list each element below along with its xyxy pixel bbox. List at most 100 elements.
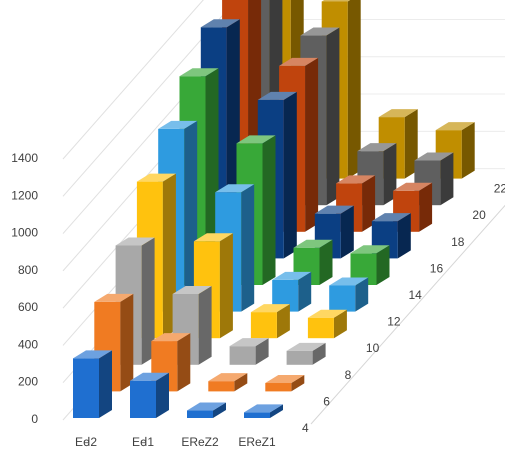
bar-top (393, 182, 433, 191)
bar-EReZ1-10 (307, 309, 347, 339)
bar-top (73, 350, 112, 359)
bar-side (376, 245, 390, 285)
gridline-1200 (62, 0, 237, 197)
bar-top (250, 304, 290, 313)
bar-top (272, 271, 312, 280)
y-tick-label-200: 200 (18, 375, 38, 389)
bar-EReZ2-6 (208, 373, 248, 392)
bar-EReZ2-4 (187, 402, 226, 418)
bar-top (286, 342, 326, 351)
depth-tick-label-14: 14 (409, 288, 423, 302)
bar-side (440, 152, 454, 206)
bar-side (383, 143, 397, 206)
bar-side (255, 338, 269, 365)
bar-EReZ2-10 (250, 304, 290, 339)
bars (73, 0, 475, 418)
bar-front (130, 380, 156, 418)
bar-side (283, 91, 297, 259)
x-tick-label-1: Eꟈ1 (132, 435, 154, 449)
bar-side (156, 372, 169, 418)
bar-EReZ2-16 (314, 205, 354, 259)
bar-front (244, 412, 270, 418)
bar-side (262, 135, 276, 285)
y-tick-label-800: 800 (18, 263, 38, 277)
bar-side (305, 57, 319, 232)
depth-tick-label-8: 8 (345, 368, 352, 382)
gridline-1400 (62, 0, 204, 160)
bar-front (73, 358, 99, 418)
bar-top (336, 175, 376, 184)
bar-side (99, 350, 112, 418)
bar-side (120, 293, 134, 392)
bar-front (229, 346, 256, 365)
depth-tick-label-12: 12 (387, 315, 401, 329)
bar-side (276, 304, 290, 339)
bar-top (300, 27, 340, 36)
y-tick-label-1200: 1200 (11, 188, 38, 202)
bar-top (208, 373, 248, 382)
bar-top (172, 285, 212, 294)
bar-front (286, 350, 313, 365)
bar-front (307, 317, 334, 339)
bar-side (270, 404, 283, 418)
bar-side (234, 373, 248, 392)
bar-EReZ1-12 (329, 277, 369, 312)
x-tick-label-0: Eꟈ2 (75, 435, 97, 449)
bar-EReZ1-6 (265, 375, 305, 392)
bar-top (371, 213, 411, 222)
y-tick-label-0: 0 (31, 412, 38, 426)
x-axis: Eꟈ2 Eꟈ1 EReZ2 EReZ1 (75, 435, 276, 449)
bar-side (340, 205, 354, 259)
bar-top (151, 333, 191, 342)
bar-side (362, 175, 376, 232)
bar-top (229, 338, 269, 347)
depth-tick-label-16: 16 (430, 261, 444, 275)
bar-top (236, 135, 276, 144)
bar-top (378, 109, 418, 118)
bar-EReZ1-4 (244, 404, 283, 418)
depth-axis: 46 8 10 12 14 16 18 20 22 (302, 182, 505, 435)
bar-top (293, 239, 333, 248)
bar-top (314, 205, 354, 214)
bar-side (177, 333, 191, 392)
depth-tick-label-22: 22 (494, 182, 505, 196)
bar-side (312, 342, 326, 365)
depth-tick-label-18: 18 (451, 235, 465, 249)
y-tick-label-600: 600 (18, 300, 38, 314)
bar-front (265, 383, 292, 392)
bar-top (329, 277, 369, 286)
bar-side (241, 184, 255, 312)
bar-side (213, 402, 226, 418)
bar-side (419, 182, 433, 232)
bar-side (141, 237, 155, 365)
bar-side (333, 309, 347, 339)
bar-front (208, 381, 235, 392)
bar-top (435, 122, 475, 131)
bar-top (179, 68, 219, 77)
bar-top (200, 19, 240, 28)
bar-top (158, 120, 198, 129)
bar-side (347, 0, 361, 179)
bar-Eꟈ1-6 (151, 333, 191, 392)
bar-top (321, 0, 351, 2)
bar-side (397, 213, 411, 259)
depth-tick-label-6: 6 (323, 394, 330, 408)
bar-top (279, 57, 319, 66)
y-tick-label-1000: 1000 (11, 226, 38, 240)
bar-front (250, 312, 277, 339)
bar-side (291, 375, 305, 392)
bar-top (307, 309, 347, 318)
bar-side (326, 27, 340, 206)
bar-top (257, 91, 297, 100)
bar-Eꟈ1-10 (193, 233, 233, 339)
bar-EReZ1-8 (286, 342, 326, 365)
bar-top (215, 184, 255, 193)
bar-top (414, 152, 454, 161)
x-tick-label-3: EReZ1 (238, 435, 276, 449)
floor-edge (310, 204, 505, 425)
bar-side (298, 271, 312, 312)
bar-side (219, 233, 233, 339)
bar-top (193, 233, 233, 242)
bar-Eꟈ2-4 (73, 350, 112, 418)
